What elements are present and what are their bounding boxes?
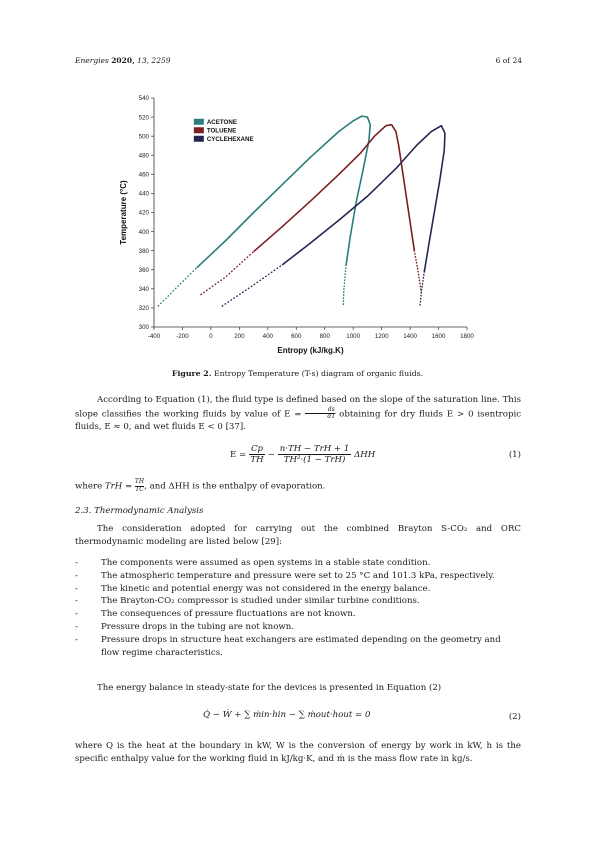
eq1-f1-denominator: TH xyxy=(250,455,264,465)
x-tick-label: 1000 xyxy=(346,333,360,340)
x-tick-label: -200 xyxy=(176,333,189,340)
figure-caption-text: Entropy Temperature (T-s) diagram of org… xyxy=(213,369,424,378)
eq1-number: (1) xyxy=(508,450,521,460)
figure-caption-label: Figure 2. xyxy=(171,369,212,378)
y-tick-label: 540 xyxy=(139,95,150,102)
section-title: 2.3. Thermodynamic Analysis xyxy=(75,506,204,516)
x-tick-label: 800 xyxy=(320,333,331,340)
legend-label-cyclehexane: CYCLEHEXANE xyxy=(207,136,254,143)
y-tick-label: 480 xyxy=(139,152,150,159)
x-tick-label: -400 xyxy=(148,333,161,340)
para4-text: where Q is the heat at the boundary in k… xyxy=(75,741,521,764)
x-tick-label: 600 xyxy=(291,333,302,340)
cyclehexane-series-line xyxy=(281,124,446,272)
list-item: The atmospheric temperature and pressure… xyxy=(75,570,521,583)
y-tick-label: 440 xyxy=(139,191,150,198)
x-tick-label: 1600 xyxy=(432,333,446,340)
list-item: Pressure drops in structure heat exchang… xyxy=(75,634,521,660)
journal-volume-pages: 13, 2259 xyxy=(137,56,171,65)
y-tick-label: 400 xyxy=(139,229,150,236)
y-tick-label: 460 xyxy=(139,172,150,179)
y-tick-label: 500 xyxy=(139,133,150,140)
equation-1: E = Cp TH − n·TH − TrH + 1 TH²·(1 − TrH)… xyxy=(75,438,521,474)
para2-text: The consideration adopted for carrying o… xyxy=(75,524,521,547)
y-tick-label: 320 xyxy=(139,305,150,312)
para3-text: The energy balance in steady-state for t… xyxy=(97,683,442,693)
paragraph-where-1: where TrH = TH TC , and ΔHH is the entha… xyxy=(75,478,521,493)
x-tick-label: 1200 xyxy=(375,333,389,340)
eq2-number: (2) xyxy=(508,712,521,722)
toluene-series-liquid-dotted xyxy=(200,250,255,296)
cyclehexane-series-vapor-dotted xyxy=(419,270,426,307)
th-tc-fraction: TH TC xyxy=(134,478,145,493)
figure-caption: Figure 2. Entropy Temperature (T-s) diag… xyxy=(0,369,595,378)
y-tick-label: 300 xyxy=(139,324,150,331)
y-tick-label: 520 xyxy=(139,114,150,121)
x-tick-label: 1400 xyxy=(403,333,417,340)
para1-text-b: obtaining for dry fluids E > 0 isentropi… xyxy=(75,409,522,432)
x-tick-label: 0 xyxy=(209,333,213,340)
list-item: The components were assumed as open syst… xyxy=(75,557,521,570)
paragraph-where-2: where Q is the heat at the boundary in k… xyxy=(75,740,521,765)
x-tick-label: 400 xyxy=(263,333,274,340)
legend-label-acetone: ACETONE xyxy=(207,119,237,126)
toluene-series-line xyxy=(253,123,416,253)
list-item: The kinetic and potential energy was not… xyxy=(75,583,521,596)
th-tc-denominator: TC xyxy=(135,485,144,493)
where1-text-a: where xyxy=(75,481,103,492)
legend-label-toluene: TOLUENE xyxy=(207,127,236,134)
where1-text-b: , and ΔHH is the enthalpy of evaporation… xyxy=(144,481,326,492)
y-tick-label: 380 xyxy=(139,248,150,255)
eq2-body: Q̇ − Ẇ + ∑ ṁin·hin − ∑ ṁout·hout = 0 xyxy=(203,710,371,720)
eq1-tail: ΔHH xyxy=(354,450,376,460)
eq1-lhs: E = xyxy=(230,450,247,460)
eq1-f2-numerator: n·TH − TrH + 1 xyxy=(277,444,352,455)
y-tick-label: 360 xyxy=(139,267,150,274)
x-tick-label: 1800 xyxy=(460,333,474,340)
paragraph-fluid-type: According to Equation (1), the fluid typ… xyxy=(75,394,521,433)
eq1-f1-numerator: Cp xyxy=(248,444,266,455)
x-tick-label: 200 xyxy=(234,333,245,340)
running-header-journal: Energies 2020, 13, 2259 xyxy=(75,56,171,65)
ts-diagram-figure: -400 -200 0 200 400 600 800 1000 1200 1400 1600 180… xyxy=(112,90,482,360)
list-item: The Brayton-CO₂ compressor is studied un… xyxy=(75,595,521,608)
eq1-minus: − xyxy=(267,450,275,460)
legend-swatch-acetone xyxy=(193,118,204,125)
y-tick-label: 420 xyxy=(139,210,150,217)
th-tc-numerator: TH xyxy=(134,478,145,487)
legend-swatch-toluene xyxy=(193,127,204,134)
plot-area xyxy=(112,90,482,360)
legend-swatch-cyclehexane xyxy=(193,135,204,142)
list-item: Pressure drops in the tubing are not kno… xyxy=(75,621,521,634)
paragraph-considerations: The consideration adopted for carrying o… xyxy=(75,523,521,548)
ds-dt-fraction: ds dT xyxy=(305,406,336,421)
y-axis-label: Temperature (°C) xyxy=(119,180,128,245)
equation-2: Q̇ − Ẇ + ∑ ṁin·hin − ∑ ṁout·hout = 0 (2) xyxy=(75,700,521,736)
assumptions-list: The components were assumed as open syst… xyxy=(75,557,521,659)
where1-var: TrH = xyxy=(104,481,133,492)
y-tick-label: 340 xyxy=(139,286,150,293)
journal-year: 2020, xyxy=(111,56,135,65)
journal-name: Energies xyxy=(75,56,109,65)
eq1-fraction-1: Cp TH xyxy=(248,444,266,465)
eq1-f2-denominator: TH²·(1 − TrH) xyxy=(283,455,346,465)
para1-text-a: According to Equation (1), the fluid typ… xyxy=(75,395,521,420)
ds-dt-numerator: ds xyxy=(305,406,336,415)
ds-dt-denominator: dT xyxy=(327,413,336,421)
x-axis-label: Entropy (kJ/kg.K) xyxy=(277,346,344,355)
page-number: 6 of 24 xyxy=(495,56,522,65)
eq1-fraction-2: n·TH − TrH + 1 TH²·(1 − TrH) xyxy=(277,444,352,465)
paragraph-energy-balance: The energy balance in steady-state for t… xyxy=(75,682,521,695)
list-item: The consequences of pressure fluctuation… xyxy=(75,608,521,621)
